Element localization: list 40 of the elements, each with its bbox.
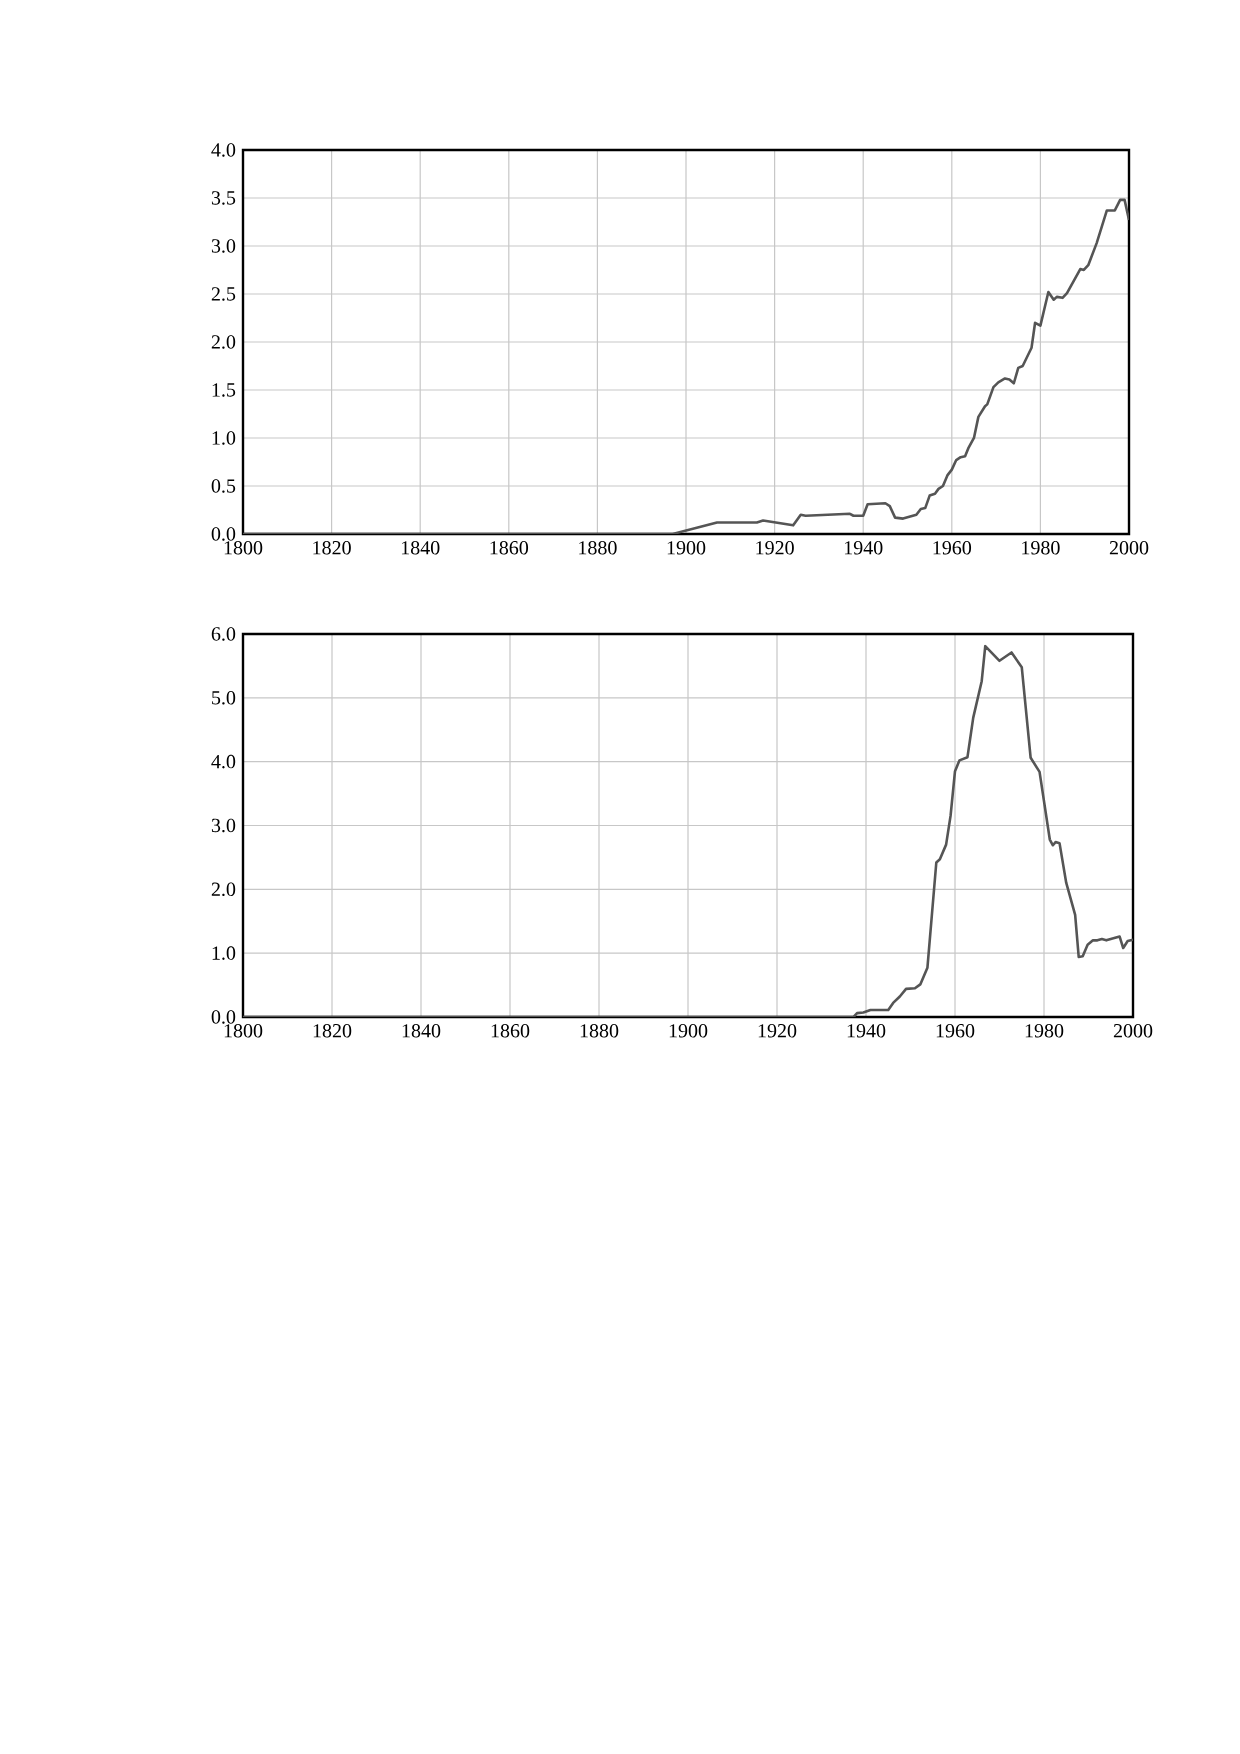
x-tick-label: 1800	[224, 541, 263, 555]
x-tick-label: 1900	[669, 1024, 708, 1038]
y-tick-label: 2.0	[211, 882, 236, 897]
y-tick-label: 0.0	[211, 1010, 236, 1024]
y-tick-label: 0.5	[211, 479, 236, 493]
x-tick-label: 1960	[936, 1024, 975, 1038]
y-tick-label: 2.0	[211, 335, 236, 349]
x-tick-label: 1980	[1022, 541, 1060, 555]
x-tick-label: 1860	[491, 1024, 530, 1038]
y-tick-label: 1.5	[212, 383, 236, 397]
y-tick-label: 1.0	[212, 431, 236, 445]
x-tick-label: 1880	[580, 1024, 619, 1038]
y-tick-label: 5.0	[212, 691, 236, 705]
line-series	[243, 198, 1130, 534]
x-tick-label: 1980	[1025, 1024, 1064, 1038]
x-tick-label: 1940	[847, 1024, 886, 1038]
x-tick-label: 1940	[844, 541, 883, 555]
y-tick-label: 4.0	[211, 143, 236, 157]
x-tick-label: 1880	[579, 541, 617, 555]
x-tick-label: 1920	[758, 1024, 797, 1038]
y-tick-label: 3.0	[211, 239, 236, 253]
x-tick-label: 1960	[933, 541, 972, 555]
x-tick-label: 1840	[402, 1024, 441, 1038]
y-tick-label: 3.5	[211, 191, 236, 205]
x-tick-label: 1820	[313, 541, 351, 555]
y-tick-label: 1.0	[212, 946, 236, 960]
x-tick-label: 2000	[1113, 1024, 1153, 1038]
y-tick-label: 6.0	[211, 627, 236, 641]
line-series	[243, 644, 1134, 1017]
y-tick-label: 2.5	[211, 287, 236, 301]
x-tick-label: 1900	[667, 541, 706, 555]
x-tick-label: 1820	[313, 1024, 352, 1038]
x-tick-label: 1920	[756, 541, 794, 555]
x-tick-label: 1800	[224, 1024, 263, 1038]
y-tick-label: 3.0	[211, 818, 236, 833]
y-tick-label: 0.0	[211, 527, 236, 541]
x-tick-label: 1840	[401, 541, 440, 555]
x-tick-label: 2000	[1109, 541, 1149, 555]
y-tick-label: 4.0	[211, 754, 236, 769]
x-tick-label: 1860	[490, 541, 529, 555]
